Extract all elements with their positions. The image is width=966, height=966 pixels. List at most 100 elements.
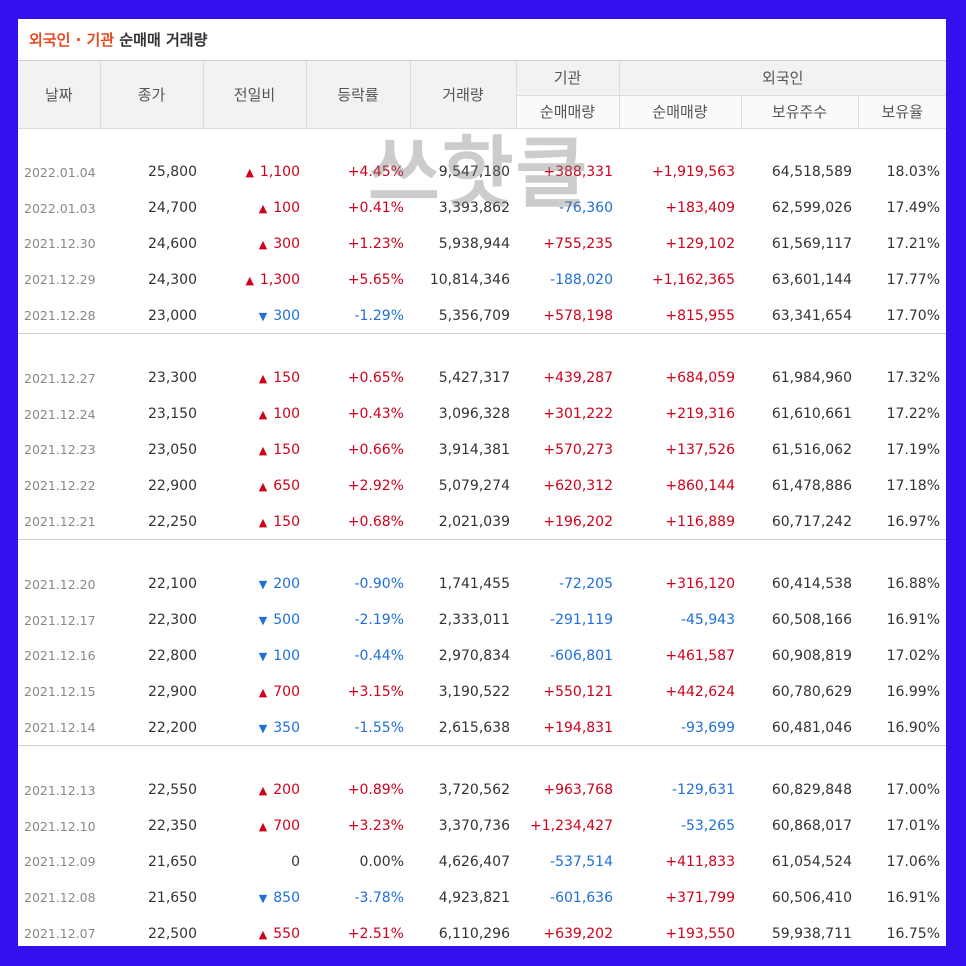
table-row[interactable]: 2021.12.21 22,250 ▲ 150 +0.68% 2,021,039 +196,… [18,504,946,540]
cell-foreign-net: +684,059 [665,370,735,387]
panel-title: 외국인 · 기관 순매매 거래량 [18,19,946,61]
cell-date: 2021.12.14 [24,720,96,736]
table-row[interactable]: 2021.12.22 22,900 ▲ 650 +2.92% 5,079,274 +620,… [18,468,946,504]
cell-volume: 5,079,274 [438,477,510,494]
cell-change: ▼ 100 [203,638,306,674]
cell-inst-net: -76,360 [558,200,613,217]
cell-rate: +5.65% [347,271,404,288]
cell-change: ▼ 850 [203,880,306,916]
arrow-up-icon: ▲ [258,372,268,386]
cell-inst-net: -601,636 [550,889,613,906]
table-row[interactable]: 2021.12.29 24,300 ▲ 1,300 +5.65% 10,814,346 -1… [18,262,946,298]
table-row[interactable]: 2022.01.03 24,700 ▲ 100 +0.41% 3,393,862 -76,3… [18,190,946,226]
header-foreign-net[interactable]: 순매매량 [619,95,742,129]
cell-close: 24,700 [148,200,197,217]
cell-holdings: 59,938,711 [771,925,852,942]
header-rate[interactable]: 등락률 [306,61,411,129]
cell-change-value: 1,300 [259,271,300,288]
table-row[interactable]: 2021.12.24 23,150 ▲ 100 +0.43% 3,096,328 +301,… [18,396,946,432]
cell-close: 22,350 [148,818,197,835]
cell-change: ▲ 1,300 [203,262,306,298]
group-gap [18,746,946,772]
cell-change-value: 150 [273,441,300,458]
cell-change-value: 850 [273,889,300,906]
cell-change: ▲ 150 [203,504,306,540]
cell-volume: 3,393,862 [438,200,510,217]
cell-rate: -1.29% [354,307,404,324]
cell-volume: 3,190,522 [438,683,510,700]
cell-inst-net: +639,202 [543,925,613,942]
cell-ratio: 17.22% [886,406,940,423]
cell-inst-net: +963,768 [543,782,613,799]
table-row[interactable]: 2021.12.17 22,300 ▼ 500 -2.19% 2,333,011 -291,… [18,602,946,638]
arrow-down-icon: ▼ [258,649,268,663]
cell-holdings: 60,506,410 [771,889,852,906]
header-change[interactable]: 전일비 [203,61,307,129]
cell-change-value: 700 [273,818,300,835]
table-row[interactable]: 2021.12.08 21,650 ▼ 850 -3.78% 4,923,821 -601,… [18,880,946,916]
arrow-up-icon: ▲ [258,784,268,798]
cell-volume: 5,356,709 [438,307,510,324]
table-row[interactable]: 2021.12.30 24,600 ▲ 300 +1.23% 5,938,944 +755,… [18,226,946,262]
header-ratio[interactable]: 보유율 [858,95,946,129]
cell-rate: +2.51% [347,925,404,942]
header-close[interactable]: 종가 [100,61,204,129]
cell-date: 2021.12.24 [24,406,96,422]
table-row[interactable]: 2021.12.28 23,000 ▼ 300 -1.29% 5,356,709 +578,… [18,298,946,334]
cell-inst-net: +194,831 [543,719,613,736]
table-row[interactable]: 2021.12.23 23,050 ▲ 150 +0.66% 3,914,381 +570,… [18,432,946,468]
cell-rate: +3.15% [347,683,404,700]
cell-ratio: 16.88% [886,576,940,593]
cell-date: 2021.12.15 [24,684,96,700]
cell-ratio: 17.21% [886,235,940,252]
cell-rate: 0.00% [359,853,404,870]
cell-close: 22,900 [148,477,197,494]
cell-foreign-net: -45,943 [680,612,735,629]
cell-ratio: 17.01% [886,818,940,835]
header-holdings[interactable]: 보유주수 [741,95,859,129]
header-inst-net[interactable]: 순매매량 [516,95,620,129]
header-volume[interactable]: 거래량 [410,61,517,129]
cell-holdings: 63,341,654 [771,307,852,324]
table-row[interactable]: 2021.12.09 21,650 0 0.00% 4,626,407 -537,514 +… [18,844,946,880]
cell-close: 22,200 [148,719,197,736]
cell-change-value: 650 [273,477,300,494]
table-row[interactable]: 2021.12.14 22,200 ▼ 350 -1.55% 2,615,638 +194,… [18,710,946,746]
table-row[interactable]: 2021.12.13 22,550 ▲ 200 +0.89% 3,720,562 +963,… [18,772,946,808]
table-row[interactable]: 2021.12.10 22,350 ▲ 700 +3.23% 3,370,736 +1,23… [18,808,946,844]
table-row[interactable]: 2021.12.07 22,500 ▲ 550 +2.51% 6,110,296 +639,… [18,916,946,946]
cell-foreign-net: +411,833 [665,853,735,870]
arrow-up-icon: ▲ [258,820,268,834]
cell-date: 2021.12.13 [24,782,96,798]
table-row[interactable]: 2021.12.27 23,300 ▲ 150 +0.65% 5,427,317 +439,… [18,360,946,396]
cell-volume: 10,814,346 [429,271,510,288]
cell-foreign-net: +137,526 [665,441,735,458]
arrow-up-icon: ▲ [258,479,268,493]
cell-volume: 3,720,562 [438,782,510,799]
table-row[interactable]: 2021.12.20 22,100 ▼ 200 -0.90% 1,741,455 -72,2… [18,566,946,602]
cell-holdings: 60,717,242 [771,513,852,530]
cell-change: ▲ 150 [203,432,306,468]
table-row[interactable]: 2022.01.04 25,800 ▲ 1,100 +4.45% 9,547,180 +38… [18,155,946,191]
cell-close: 21,650 [148,853,197,870]
arrow-down-icon: ▼ [258,578,268,592]
cell-rate: +0.89% [347,782,404,799]
cell-date: 2021.12.23 [24,442,96,458]
arrow-up-icon: ▲ [245,166,254,180]
group-gap [18,540,946,566]
header-date[interactable]: 날짜 [18,61,101,129]
cell-close: 23,300 [148,370,197,387]
cell-change-value: 150 [273,370,300,387]
cell-close: 23,150 [148,406,197,423]
cell-change-value: 150 [273,513,300,530]
cell-rate: +0.68% [347,513,404,530]
cell-rate: +3.23% [347,818,404,835]
cell-change-value: 200 [273,576,300,593]
cell-date: 2021.12.08 [24,890,96,906]
cell-holdings: 61,610,661 [771,406,852,423]
cell-holdings: 60,908,819 [771,647,852,664]
cell-holdings: 63,601,144 [771,271,852,288]
table-row[interactable]: 2021.12.16 22,800 ▼ 100 -0.44% 2,970,834 -606,… [18,638,946,674]
cell-ratio: 18.03% [886,164,940,181]
table-row[interactable]: 2021.12.15 22,900 ▲ 700 +3.15% 3,190,522 +550,… [18,674,946,710]
